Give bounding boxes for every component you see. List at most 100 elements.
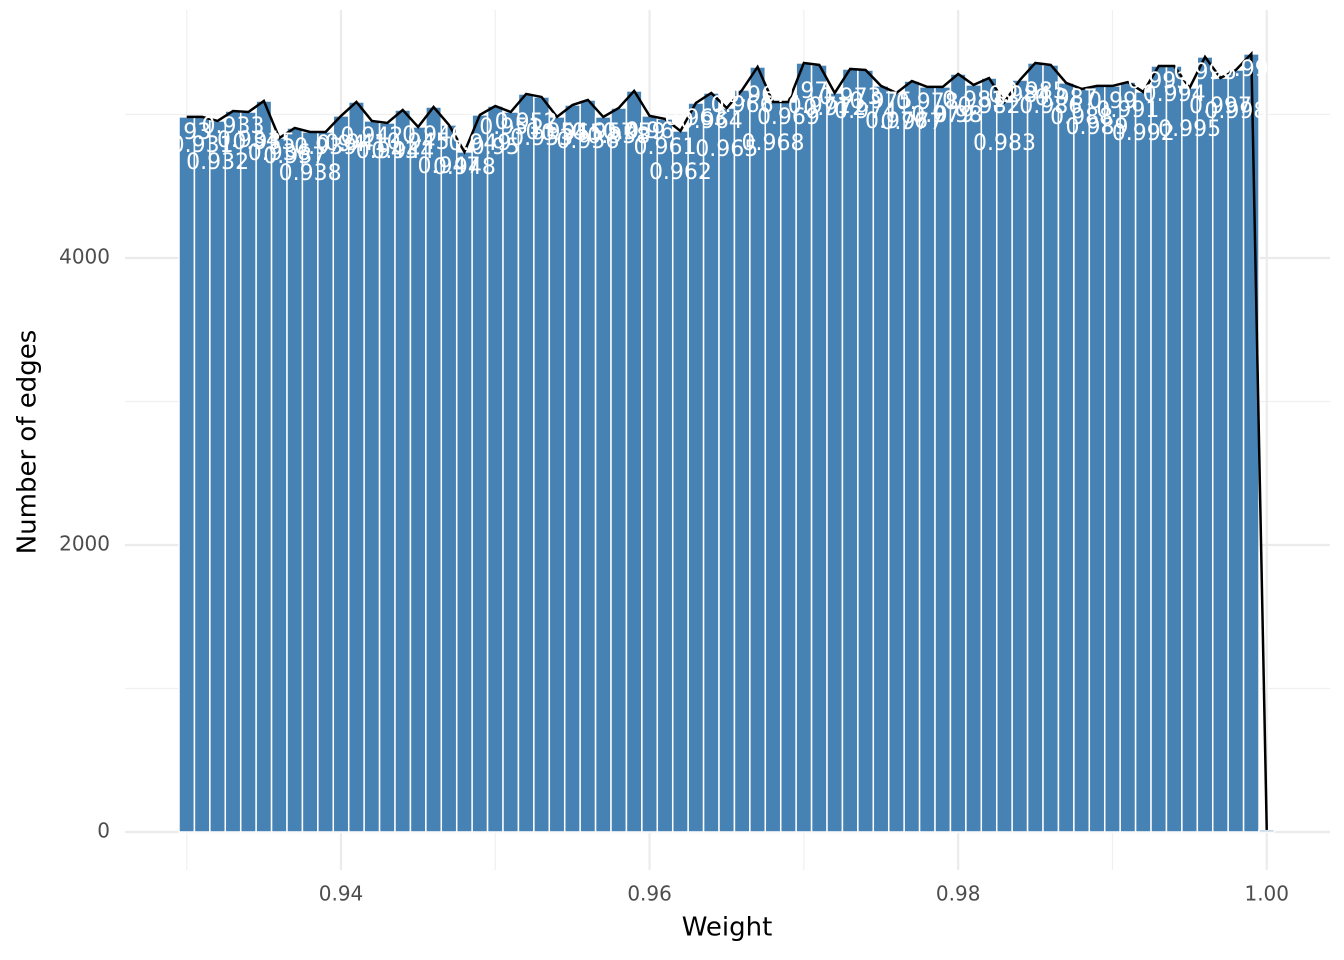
y-tick-label: 0 <box>97 818 110 842</box>
bar-label: 0.97 <box>779 79 828 104</box>
bar-label: 0.969 <box>757 105 820 130</box>
bar-label: 0.949 <box>448 131 511 156</box>
bar-label: 0.989 <box>1066 115 1129 140</box>
bar-label: 0.972 <box>803 96 866 121</box>
bar-label: 0.932 <box>186 150 249 175</box>
bar <box>1042 64 1060 833</box>
bar-label: 0.973 <box>819 85 882 110</box>
bar-label: 0.956 <box>556 129 619 154</box>
bar <box>872 85 890 833</box>
bar-label: 0.93 <box>162 120 211 145</box>
bar <box>1242 53 1260 833</box>
bar-label: 0.957 <box>572 120 635 145</box>
bar <box>1196 56 1214 833</box>
bar-label: 0.98 <box>934 103 983 128</box>
bar-label: 0.981 <box>942 88 1005 113</box>
bar <box>671 130 689 833</box>
bar-label: 0.955 <box>541 121 604 146</box>
bar <box>702 92 720 833</box>
bar <box>764 101 782 833</box>
bar <box>1134 91 1152 833</box>
bar-label: 0.979 <box>911 103 974 128</box>
bar-label: 0.971 <box>788 94 851 119</box>
bar <box>301 131 319 833</box>
bar <box>270 137 288 833</box>
bar <box>178 116 196 833</box>
bar-label: 0.938 <box>279 161 342 186</box>
bar <box>502 111 520 833</box>
bar <box>533 96 551 833</box>
bar <box>286 127 304 833</box>
bar-label: 0.988 <box>1050 105 1113 130</box>
bar <box>1073 88 1091 833</box>
bar-label: 0.942 <box>340 124 403 149</box>
bar <box>594 116 612 833</box>
bar-label: 0.996 <box>1174 60 1237 85</box>
bar-label: 0.966 <box>711 93 774 118</box>
bar-label: 0.958 <box>587 124 650 149</box>
bar <box>1258 829 1276 833</box>
bar <box>826 92 844 833</box>
bar <box>193 116 211 833</box>
bar <box>224 110 242 833</box>
bar <box>1150 65 1168 833</box>
bar-label: 0.943 <box>356 139 419 164</box>
bar-label: 0.96 <box>625 119 674 144</box>
bar <box>317 131 335 833</box>
bar-label: 0.936 <box>248 141 311 166</box>
bar <box>718 107 736 833</box>
bar <box>579 99 597 833</box>
y-tick-label: 4000 <box>59 244 110 268</box>
bar-label: 0.986 <box>1019 94 1082 119</box>
bar <box>656 118 674 833</box>
bar <box>255 100 273 833</box>
bar <box>1088 85 1106 833</box>
bar <box>625 90 643 833</box>
bar <box>347 101 365 833</box>
bar-label: 0.991 <box>1096 98 1159 123</box>
bar <box>209 120 227 833</box>
bar-label: 0.934 <box>217 128 280 153</box>
bar-label: 0.999 <box>1220 57 1283 82</box>
x-axis-title: Weight <box>682 913 773 943</box>
bar-label: 0.994 <box>1143 82 1206 107</box>
bar-label: 0.993 <box>1127 69 1190 94</box>
bar <box>841 68 859 833</box>
bar <box>486 105 504 833</box>
bar <box>1057 82 1075 833</box>
bar-label: 0.99 <box>1088 89 1137 114</box>
bar-label: 0.995 <box>1158 117 1221 142</box>
bar-label: 0.937 <box>263 144 326 169</box>
bar-label: 0.935 <box>232 130 295 155</box>
bar-label: 0.954 <box>526 120 589 145</box>
bar <box>425 106 443 833</box>
bar-label: 0.976 <box>865 109 928 134</box>
bar <box>332 115 350 833</box>
bar <box>733 89 751 833</box>
bar <box>810 64 828 833</box>
bar-label: 0.953 <box>510 126 573 151</box>
bar-label: 0.998 <box>1204 99 1267 124</box>
bar-label: 0.931 <box>171 133 234 158</box>
x-tick-label: 1.00 <box>1244 882 1289 906</box>
bar-label: 0.946 <box>402 123 465 148</box>
bar <box>887 92 905 833</box>
bar-label: 0.982 <box>958 94 1021 119</box>
bar-label: 0.974 <box>834 99 897 124</box>
bar-label: 0.964 <box>680 109 743 134</box>
bar <box>687 102 705 833</box>
bar-label: 0.952 <box>495 110 558 135</box>
bar-label: 0.985 <box>1004 79 1067 104</box>
x-tick-label: 0.98 <box>936 882 981 906</box>
bar <box>1011 79 1029 833</box>
bar-label: 0.947 <box>418 154 481 179</box>
bar-label: 0.945 <box>387 130 450 155</box>
bar <box>363 120 381 833</box>
bar <box>394 109 412 833</box>
bar <box>1026 62 1044 833</box>
bar-label: 0.992 <box>1112 121 1175 146</box>
bar-label: 0.961 <box>634 135 697 160</box>
bar <box>795 62 813 833</box>
bar-label: 0.962 <box>649 160 712 185</box>
bar-label: 0.933 <box>202 114 265 139</box>
